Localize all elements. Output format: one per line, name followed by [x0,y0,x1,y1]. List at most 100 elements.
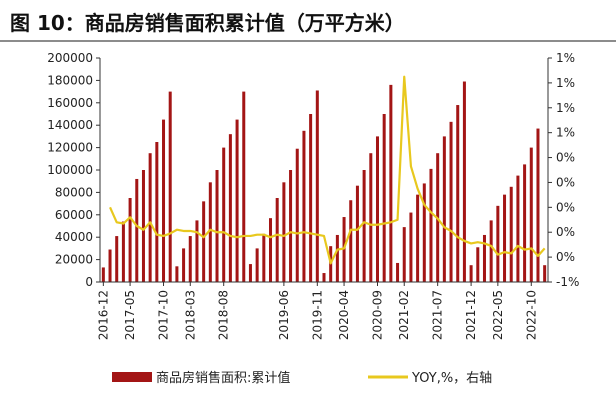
bar [302,130,306,282]
bar [482,234,486,282]
right-tick-label: 1% [556,51,575,65]
bar [369,153,373,282]
bar [462,81,466,283]
legend: 商品房销售面积:累计值 YOY,%，右轴 [112,370,492,386]
bar [456,105,460,282]
bar [402,227,406,282]
bar [182,248,186,282]
bar [355,185,359,282]
bar [516,175,520,282]
yoy-line [109,75,546,265]
bar [108,249,112,282]
bar [235,119,239,282]
bar [349,200,353,282]
legend-swatch-bar [112,372,152,382]
x-tick-label: 2021-02 [397,290,411,340]
bar [168,91,172,282]
chart-title-bar: 图 10：商品房销售面积累计值（万平方米） [0,0,616,44]
bar [335,234,339,282]
right-tick-label: 0% [556,200,575,214]
bar [195,220,199,282]
left-tick-label: 120000 [47,141,93,155]
right-tick-label: -1% [556,275,579,289]
bar [175,266,179,282]
left-tick-label: 140000 [47,118,93,132]
x-tick-label: 2017-05 [123,290,137,340]
bar [275,198,279,282]
right-tick-label: 0% [556,175,575,189]
legend-label-bar: 商品房销售面积:累计值 [156,370,290,386]
bar [342,217,346,282]
bar [543,265,547,282]
bar [222,147,226,282]
bar [389,84,393,282]
bar [115,236,119,282]
bar [309,114,313,282]
x-tick-label: 2022-05 [491,290,505,340]
bar [188,236,192,282]
left-tick-label: 60000 [55,208,93,222]
bar [295,148,299,282]
bar [429,168,433,282]
bar [121,221,125,282]
x-tick-label: 2020-04 [337,290,351,340]
left-tick-label: 200000 [47,51,93,65]
bar [208,182,212,282]
bar [255,248,259,282]
bar [503,194,507,282]
x-tick-label: 2017-10 [157,290,171,340]
bar [529,147,533,282]
legend-label-line: YOY,%，右轴 [411,371,492,386]
bar [382,114,386,282]
bar [496,205,500,282]
left-tick-label: 0 [85,275,93,289]
right-tick-label: 0% [556,151,575,165]
bar [215,170,219,282]
bar [141,170,145,282]
bars-group [101,81,547,283]
right-tick-label: 0% [556,250,575,264]
right-tick-label: 0% [556,225,575,239]
bar [489,220,493,282]
bar [101,267,105,282]
bar [416,194,420,282]
bar [315,90,319,282]
bar [289,170,293,282]
bar [449,121,453,282]
x-tick-label: 2022-10 [524,290,538,340]
bar [523,164,527,282]
left-tick-label: 100000 [47,163,93,177]
bar [396,262,400,282]
bar [442,136,446,282]
title-underline [0,40,616,42]
x-tick-label: 2020-09 [370,290,384,340]
bar [228,134,232,282]
bar [362,170,366,282]
x-tick-label: 2019-06 [277,290,291,340]
left-tick-label: 20000 [55,253,93,267]
bar [269,218,273,282]
left-tick-label: 160000 [47,96,93,110]
bar [148,153,152,282]
bar [322,273,326,282]
left-tick-label: 180000 [47,73,93,87]
bar [469,265,473,282]
bar [262,233,266,282]
bar [409,212,413,282]
bar [509,186,513,282]
bar [242,91,246,282]
left-tick-label: 40000 [55,230,93,244]
x-tick-label: 2021-07 [431,290,445,340]
right-tick-label: 1% [556,76,575,90]
x-tick-label: 2019-11 [310,290,324,340]
right-tick-label: 1% [556,126,575,140]
bar [155,142,159,282]
bar [476,247,480,282]
bar [202,201,206,282]
line-group [109,75,546,265]
bar [162,119,166,282]
bar [422,183,426,282]
x-tick-label: 2016-12 [96,290,110,340]
bar [248,264,252,282]
